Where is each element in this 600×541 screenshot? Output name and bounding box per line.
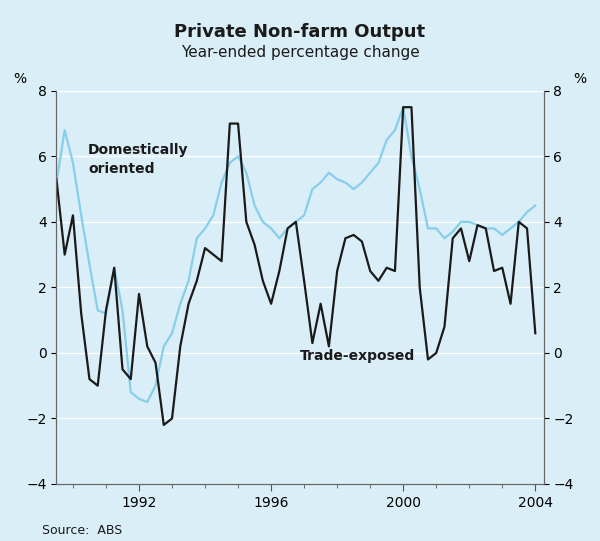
Text: Domestically
oriented: Domestically oriented	[88, 143, 188, 176]
Text: %: %	[13, 72, 26, 86]
Text: Trade-exposed: Trade-exposed	[300, 349, 415, 363]
Text: Source:  ABS: Source: ABS	[42, 524, 122, 537]
Text: Private Non-farm Output: Private Non-farm Output	[175, 23, 425, 41]
Text: %: %	[574, 72, 587, 86]
Text: Year-ended percentage change: Year-ended percentage change	[181, 45, 419, 61]
